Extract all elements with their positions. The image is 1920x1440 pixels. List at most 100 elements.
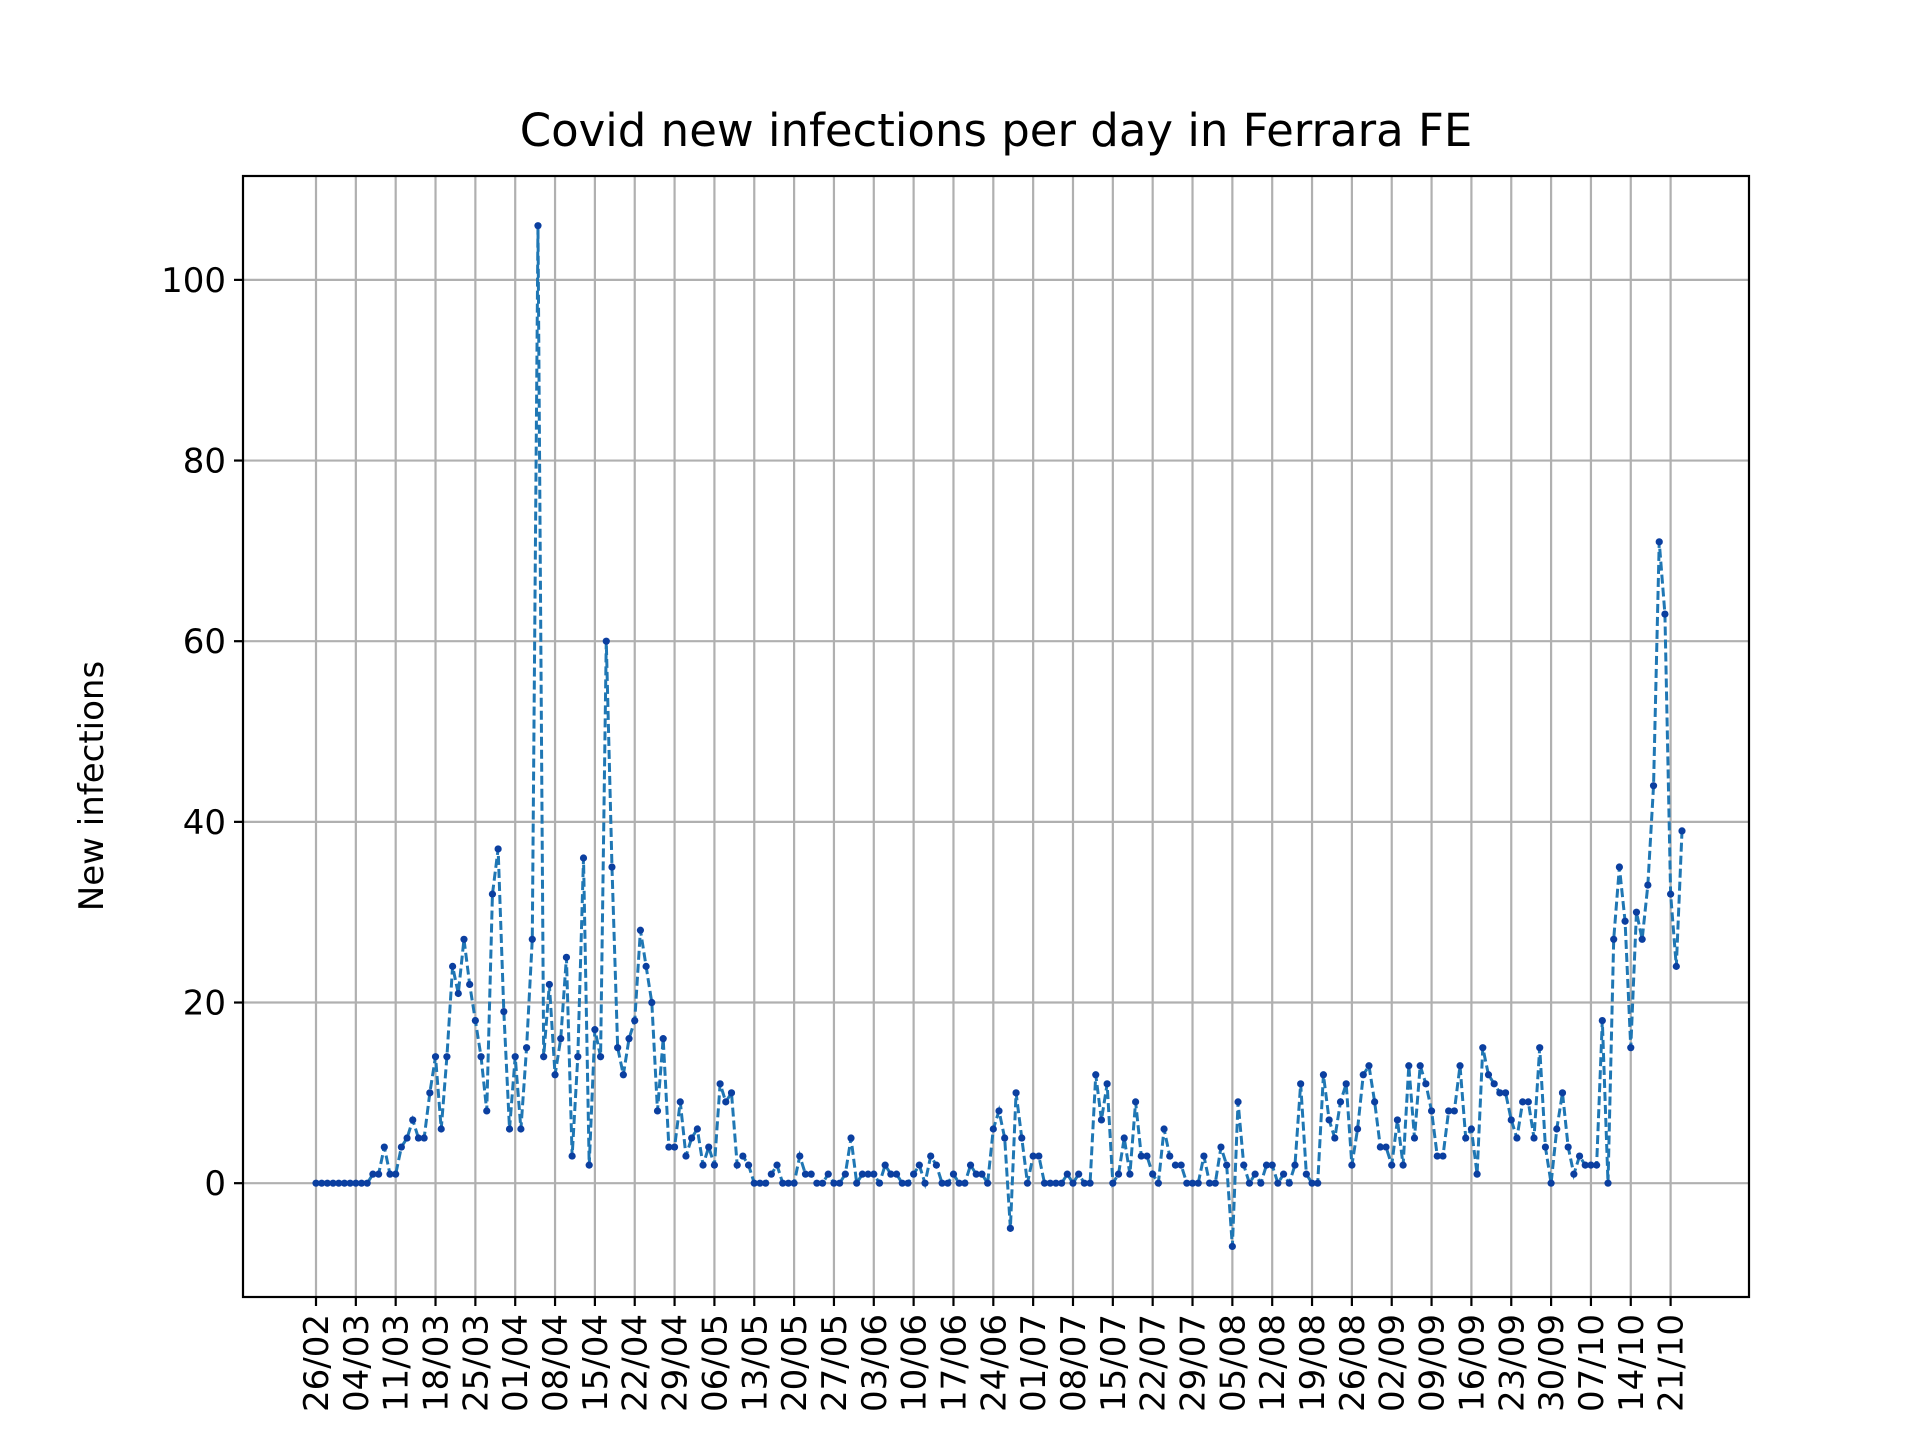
data-point: [1433, 1152, 1441, 1160]
data-point: [989, 1125, 997, 1133]
data-point: [870, 1170, 878, 1178]
data-point: [716, 1080, 724, 1088]
data-point: [562, 953, 571, 961]
data-point: [978, 1170, 986, 1178]
data-point: [1462, 1134, 1470, 1142]
data-point: [1132, 1098, 1140, 1106]
data-point: [1183, 1179, 1191, 1187]
data-point: [551, 1071, 559, 1079]
grid: [243, 176, 1749, 1297]
data-point: [1075, 1170, 1083, 1178]
data-point: [1160, 1125, 1168, 1133]
x-tick-label: 16/09: [1452, 1314, 1492, 1412]
x-tick-label: 15/07: [1094, 1314, 1134, 1412]
data-point: [779, 1179, 787, 1187]
data-point: [1177, 1161, 1185, 1169]
data-point: [1422, 1080, 1430, 1088]
x-tick-label: 09/09: [1413, 1314, 1453, 1412]
data-point: [409, 1116, 417, 1124]
data-point: [363, 1179, 371, 1187]
x-tick-label: 13/05: [735, 1314, 775, 1412]
data-point: [818, 1179, 827, 1187]
data-point: [477, 1053, 485, 1061]
data-point: [369, 1170, 377, 1178]
data-point: [614, 1044, 622, 1052]
plot-frame: [241, 174, 1751, 1299]
data-point: [466, 980, 474, 989]
data-point: [1223, 1161, 1231, 1169]
data-point: [1416, 1062, 1424, 1070]
x-tick-label: 26/02: [297, 1314, 337, 1412]
data-point: [773, 1161, 781, 1169]
data-point: [1342, 1080, 1350, 1088]
data-point: [739, 1152, 747, 1160]
data-point: [744, 1161, 753, 1169]
data-point: [801, 1170, 810, 1178]
data-point: [1297, 1080, 1305, 1088]
data-point: [557, 1035, 565, 1043]
data-point: [1399, 1161, 1407, 1169]
data-point: [1103, 1080, 1111, 1088]
data-point: [1109, 1179, 1117, 1187]
data-point: [335, 1179, 343, 1187]
data-point: [483, 1107, 491, 1115]
data-point: [1029, 1152, 1037, 1160]
data-point: [1274, 1179, 1282, 1187]
data-point: [1257, 1179, 1265, 1187]
x-tick-label: 19/08: [1293, 1314, 1333, 1412]
data-point: [1393, 1116, 1402, 1124]
y-tick-label: 100: [161, 261, 226, 301]
data-point: [494, 845, 502, 853]
data-point: [648, 998, 656, 1007]
data-point: [1553, 1125, 1561, 1133]
data-point: [1285, 1179, 1293, 1187]
data-point: [1308, 1179, 1316, 1187]
data-point: [1251, 1170, 1259, 1178]
data-point: [1114, 1170, 1123, 1178]
data-point: [1496, 1089, 1504, 1097]
data-point: [1581, 1161, 1589, 1169]
x-tick-label: 26/08: [1333, 1314, 1373, 1412]
plot-area: [312, 222, 1686, 1251]
data-point: [830, 1179, 838, 1187]
data-point: [329, 1179, 337, 1187]
data-point: [591, 1026, 599, 1034]
x-tick-label: 01/07: [1014, 1314, 1054, 1412]
data-point: [619, 1071, 627, 1079]
data-point: [1667, 890, 1675, 898]
data-point: [1484, 1071, 1493, 1079]
data-point: [1234, 1098, 1242, 1106]
x-tick-label: 07/10: [1572, 1314, 1612, 1412]
x-tick-label: 20/05: [775, 1314, 815, 1412]
data-point: [1228, 1242, 1236, 1251]
chart-title: Covid new infections per day in Ferrara …: [520, 104, 1473, 157]
data-point: [1627, 1044, 1635, 1052]
data-point: [1302, 1170, 1310, 1178]
data-point: [1501, 1089, 1510, 1097]
data-point: [1166, 1152, 1174, 1160]
y-tick-label: 0: [204, 1164, 226, 1204]
data-point: [955, 1179, 963, 1187]
data-point: [682, 1152, 690, 1160]
data-point: [676, 1098, 684, 1106]
data-point: [1319, 1071, 1328, 1079]
data-point: [1405, 1062, 1413, 1070]
data-point: [813, 1179, 821, 1187]
data-point: [1672, 962, 1680, 970]
data-point: [1240, 1161, 1248, 1169]
data-point: [1086, 1179, 1094, 1187]
data-point: [1040, 1179, 1049, 1187]
data-point: [1262, 1161, 1271, 1169]
data-point: [1382, 1143, 1390, 1151]
data-point: [375, 1170, 383, 1178]
x-tick-label: 27/05: [815, 1314, 855, 1412]
data-point: [995, 1107, 1003, 1115]
data-point: [733, 1161, 741, 1169]
data-point: [642, 962, 650, 970]
data-point: [443, 1053, 451, 1061]
data-point: [1291, 1161, 1299, 1169]
x-tick-label: 12/08: [1253, 1314, 1293, 1412]
data-point: [631, 1016, 639, 1025]
y-tick-label: 40: [183, 803, 226, 843]
